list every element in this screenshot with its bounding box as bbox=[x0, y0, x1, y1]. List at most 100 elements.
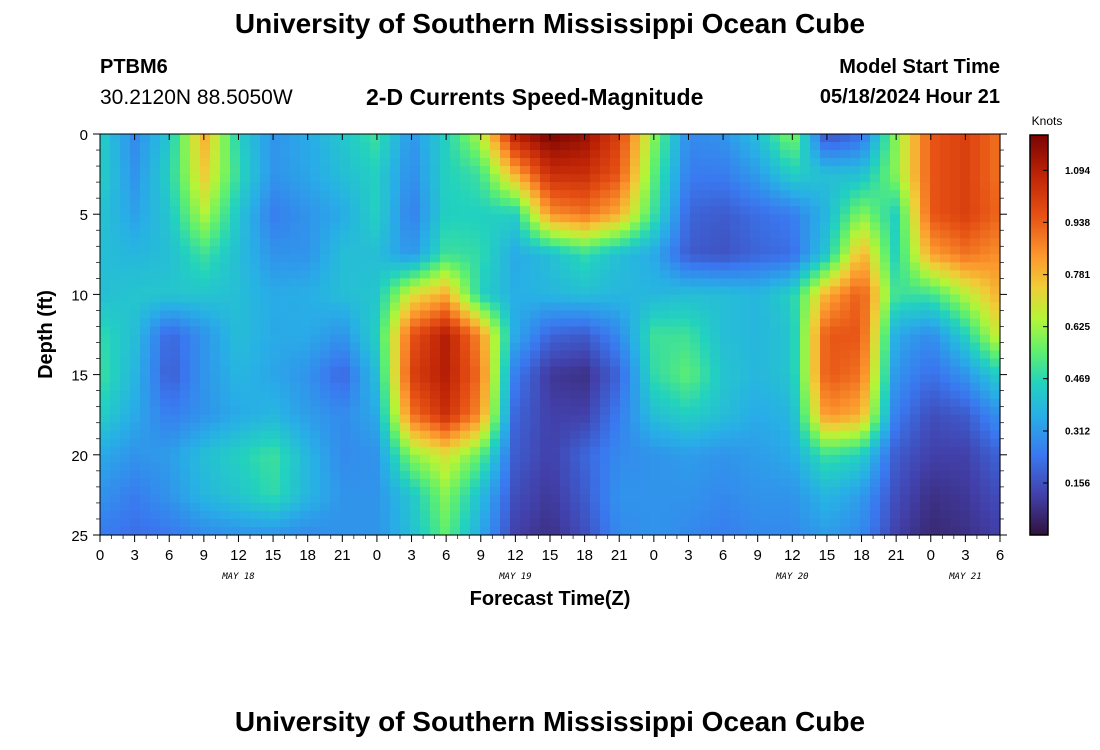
heatmap-cell bbox=[450, 478, 461, 488]
heatmap-cell bbox=[820, 142, 831, 151]
heatmap-cell bbox=[110, 494, 121, 504]
heatmap-cell bbox=[160, 494, 171, 504]
heatmap-cell bbox=[260, 382, 271, 392]
heatmap-cell bbox=[570, 326, 581, 336]
heatmap-cell bbox=[700, 286, 711, 295]
heatmap-cell bbox=[790, 214, 801, 223]
heatmap-cell bbox=[680, 150, 691, 159]
heatmap-cell bbox=[320, 366, 331, 376]
heatmap-cell bbox=[500, 270, 511, 279]
heatmap-cell bbox=[660, 526, 671, 536]
heatmap-cell bbox=[890, 454, 901, 464]
heatmap-cell bbox=[730, 166, 741, 175]
heatmap-cell bbox=[450, 238, 461, 247]
heatmap-cell bbox=[390, 278, 401, 287]
heatmap-cell bbox=[520, 246, 531, 255]
heatmap-cell bbox=[700, 150, 711, 159]
heatmap-cell bbox=[750, 238, 761, 247]
heatmap-cell bbox=[630, 510, 641, 520]
heatmap-cell bbox=[370, 454, 381, 464]
heatmap-cell bbox=[550, 398, 561, 408]
heatmap-cell bbox=[580, 254, 591, 263]
heatmap-cell bbox=[550, 470, 561, 480]
heatmap-cell bbox=[250, 494, 261, 504]
heatmap-cell bbox=[430, 222, 441, 231]
heatmap-cell bbox=[540, 134, 551, 143]
heatmap-cell bbox=[850, 406, 861, 416]
heatmap-cell bbox=[130, 398, 141, 408]
heatmap-cell bbox=[370, 510, 381, 520]
heatmap-cell bbox=[470, 230, 481, 239]
heatmap-cell bbox=[810, 254, 821, 263]
heatmap-cell bbox=[980, 526, 991, 536]
heatmap-cell bbox=[520, 294, 531, 304]
heatmap-cell bbox=[660, 374, 671, 384]
heatmap-cell bbox=[270, 390, 281, 400]
heatmap-cell bbox=[730, 278, 741, 287]
heatmap-cell bbox=[410, 502, 421, 512]
heatmap-cell bbox=[950, 414, 961, 424]
heatmap-cell bbox=[130, 358, 141, 368]
heatmap-cell bbox=[110, 374, 121, 384]
heatmap-cell bbox=[700, 366, 711, 376]
heatmap-cell bbox=[760, 182, 771, 191]
heatmap-cell bbox=[390, 430, 401, 440]
heatmap-cell bbox=[870, 262, 881, 271]
heatmap-cell bbox=[530, 206, 541, 215]
heatmap-cell bbox=[840, 342, 851, 352]
heatmap-cell bbox=[360, 470, 371, 480]
heatmap-cell bbox=[220, 502, 231, 512]
heatmap-cell bbox=[740, 422, 751, 432]
x-tick-label: 0 bbox=[650, 547, 658, 564]
heatmap-cell bbox=[410, 294, 421, 304]
heatmap-cell bbox=[560, 398, 571, 408]
heatmap-cell bbox=[280, 310, 291, 320]
heatmap-cell bbox=[680, 390, 691, 400]
heatmap-cell bbox=[420, 134, 431, 143]
colorbar-tick-label: 0.938 bbox=[1065, 218, 1090, 229]
heatmap-cell bbox=[920, 486, 931, 496]
heatmap-cell bbox=[900, 142, 911, 151]
heatmap-cell bbox=[310, 350, 321, 360]
heatmap-cell bbox=[670, 454, 681, 464]
heatmap-cell bbox=[290, 422, 301, 432]
heatmap-cell bbox=[210, 230, 221, 239]
heatmap-cell bbox=[140, 294, 151, 304]
heatmap-cell bbox=[960, 406, 971, 416]
heatmap-cell bbox=[580, 182, 591, 191]
heatmap-cell bbox=[110, 150, 121, 159]
heatmap-cell bbox=[880, 478, 891, 488]
heatmap-cell bbox=[150, 150, 161, 159]
heatmap-cell bbox=[810, 406, 821, 416]
heatmap-cell bbox=[580, 502, 591, 512]
heatmap-cell bbox=[210, 430, 221, 440]
heatmap-cell bbox=[410, 310, 421, 320]
heatmap-cell bbox=[160, 470, 171, 480]
heatmap-cell bbox=[320, 470, 331, 480]
heatmap-cell bbox=[670, 142, 681, 151]
heatmap-cell bbox=[130, 318, 141, 328]
heatmap-cell bbox=[850, 158, 861, 167]
heatmap-cell bbox=[460, 414, 471, 424]
heatmap-cell bbox=[140, 230, 151, 239]
heatmap-cell bbox=[890, 358, 901, 368]
heatmap-cell bbox=[400, 414, 411, 424]
heatmap-cell bbox=[750, 286, 761, 295]
heatmap-cell bbox=[310, 166, 321, 175]
heatmap-cell bbox=[520, 134, 531, 143]
heatmap-cell bbox=[640, 390, 651, 400]
heatmap-cell bbox=[780, 526, 791, 536]
heatmap-cell bbox=[710, 358, 721, 368]
heatmap-cell bbox=[380, 190, 391, 199]
heatmap-cell bbox=[470, 390, 481, 400]
heatmap-cell bbox=[100, 438, 111, 448]
heatmap-cell bbox=[680, 230, 691, 239]
heatmap-cell bbox=[600, 510, 611, 520]
heatmap-cell bbox=[950, 150, 961, 159]
heatmap-cell bbox=[280, 238, 291, 247]
heatmap-cell bbox=[150, 174, 161, 183]
heatmap-cell bbox=[650, 158, 661, 167]
heatmap-cell bbox=[710, 382, 721, 392]
heatmap-cell bbox=[140, 174, 151, 183]
heatmap-cell bbox=[210, 446, 221, 456]
